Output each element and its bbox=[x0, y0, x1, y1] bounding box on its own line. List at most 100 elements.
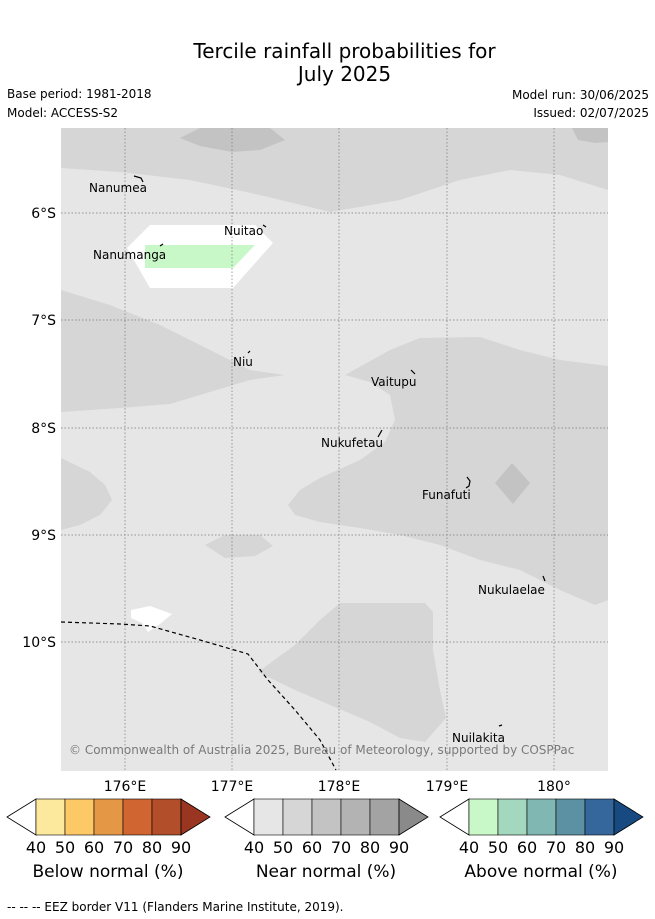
colorbar-label: 60 bbox=[302, 838, 322, 857]
latitude-ticks: 6°S 7°S 8°S 9°S 10°S bbox=[22, 206, 56, 651]
colorbar-label: 90 bbox=[604, 838, 624, 857]
lon-tick: 180° bbox=[537, 779, 571, 795]
colorbar-label: 80 bbox=[142, 838, 162, 857]
near-normal-region bbox=[205, 535, 273, 558]
colorbar-label: 80 bbox=[575, 838, 595, 857]
colorbar-near-normal: 40 50 60 70 80 90 bbox=[224, 798, 429, 857]
lat-tick: 8°S bbox=[31, 421, 56, 437]
base-period: Base period: 1981-2018 bbox=[7, 87, 152, 101]
nukufetau-island bbox=[377, 429, 383, 438]
colorbar-label: 90 bbox=[171, 838, 191, 857]
colorbar-below-normal: 40 50 60 70 80 90 bbox=[6, 798, 211, 857]
colorbar-cell bbox=[369, 798, 400, 836]
colorbar-cell bbox=[555, 798, 586, 836]
lon-tick: 177°E bbox=[211, 779, 254, 795]
no-dominant-category-region bbox=[131, 606, 172, 632]
copyright-notice: © Commonwealth of Australia 2025, Bureau… bbox=[69, 743, 574, 757]
place-label-nanumanga: Nanumanga bbox=[93, 248, 166, 262]
colorbar-cell bbox=[497, 798, 528, 836]
colorbar-cell bbox=[468, 798, 499, 836]
near-normal-region bbox=[288, 337, 608, 605]
colorbar-extension-low bbox=[439, 798, 470, 836]
map-area: Nanumea Nuitao Nanumanga Niu Vaitupu Nuk… bbox=[61, 128, 608, 771]
colorbar-title-below: Below normal (%) bbox=[32, 862, 184, 882]
map-title: Tercile rainfall probabilities for July … bbox=[0, 40, 655, 86]
colorbar-label: 70 bbox=[546, 838, 566, 857]
islands bbox=[133, 175, 546, 727]
near-normal-region bbox=[258, 603, 446, 742]
colorbar-cell bbox=[151, 798, 182, 836]
colorbar-extension-low bbox=[6, 798, 37, 836]
nukulaelae-island bbox=[542, 575, 546, 582]
nuitao-island bbox=[262, 224, 267, 228]
lon-tick: 176°E bbox=[104, 779, 147, 795]
colorbar-label: 70 bbox=[331, 838, 351, 857]
colorbar-label: 40 bbox=[244, 838, 264, 857]
funafuti-island bbox=[465, 476, 471, 489]
colorbar-label: 40 bbox=[26, 838, 46, 857]
lat-tick: 9°S bbox=[31, 528, 56, 544]
title-line-1: Tercile rainfall probabilities for bbox=[193, 39, 496, 63]
nanumanga-island bbox=[159, 243, 164, 247]
colorbar-label: 50 bbox=[488, 838, 508, 857]
graticule bbox=[61, 128, 608, 771]
lon-tick: 179°E bbox=[426, 779, 469, 795]
model-run: Model run: 30/06/2025 bbox=[511, 88, 649, 102]
near-normal-region bbox=[61, 290, 285, 412]
title-line-2: July 2025 bbox=[297, 62, 392, 86]
place-label-nuilakita: Nuilakita bbox=[452, 731, 505, 745]
colorbar-label: 60 bbox=[517, 838, 537, 857]
issued-date: Issued: 02/07/2025 bbox=[533, 106, 649, 120]
place-label-nukufetau: Nukufetau bbox=[321, 436, 383, 450]
near-normal-region bbox=[495, 463, 530, 504]
eez-border bbox=[61, 621, 337, 771]
colorbar-extension-high bbox=[398, 798, 429, 836]
longitude-ticks: 176°E 177°E 178°E 179°E 180° bbox=[104, 779, 571, 795]
colorbar-cell bbox=[526, 798, 557, 836]
place-label-vaitupu: Vaitupu bbox=[371, 375, 417, 389]
above-normal-region bbox=[145, 245, 255, 268]
colorbar-above-normal: 40 50 60 70 80 90 bbox=[439, 798, 644, 857]
lon-tick: 178°E bbox=[318, 779, 361, 795]
colorbar-cell bbox=[253, 798, 284, 836]
place-label-funafuti: Funafuti bbox=[422, 488, 471, 502]
place-label-nanumea: Nanumea bbox=[89, 181, 147, 195]
model-name: Model: ACCESS-S2 bbox=[7, 106, 119, 120]
place-label-nuitao: Nuitao bbox=[224, 224, 263, 238]
lat-tick: 7°S bbox=[31, 313, 56, 329]
near-normal-region bbox=[180, 128, 285, 152]
colorbar-label: 50 bbox=[55, 838, 75, 857]
colorbar-label: 60 bbox=[84, 838, 104, 857]
colorbar-cell bbox=[584, 798, 615, 836]
near-normal-region bbox=[61, 458, 112, 530]
nuilakita-island bbox=[498, 724, 503, 727]
colorbar-cell bbox=[64, 798, 95, 836]
lat-tick: 10°S bbox=[22, 635, 56, 651]
colorbar-label: 90 bbox=[389, 838, 409, 857]
colorbar-label: 40 bbox=[459, 838, 479, 857]
vaitupu-island bbox=[410, 369, 416, 375]
colorbar-label: 50 bbox=[273, 838, 293, 857]
colorbar-label: 80 bbox=[360, 838, 380, 857]
nanumea-island bbox=[133, 175, 144, 183]
colorbar-cell bbox=[282, 798, 313, 836]
colorbar-cell bbox=[122, 798, 153, 836]
colorbar-cell bbox=[93, 798, 124, 836]
colorbar-label: 70 bbox=[113, 838, 133, 857]
colorbar-extension-high bbox=[613, 798, 644, 836]
colorbar-extension-high bbox=[180, 798, 211, 836]
eez-footnote: -- -- -- EEZ border V11 (Flanders Marine… bbox=[7, 900, 344, 914]
colorbar-cell bbox=[340, 798, 371, 836]
colorbar-cell bbox=[35, 798, 66, 836]
colorbar-cell bbox=[311, 798, 342, 836]
near-normal-region bbox=[572, 128, 608, 143]
near-normal-region bbox=[61, 128, 608, 212]
colorbar-extension-low bbox=[224, 798, 255, 836]
colorbar-title-near: Near normal (%) bbox=[255, 862, 397, 882]
place-label-nukulaelae: Nukulaelae bbox=[478, 583, 545, 597]
lat-tick: 6°S bbox=[31, 206, 56, 222]
place-label-niu: Niu bbox=[233, 355, 253, 369]
colorbar-title-above: Above normal (%) bbox=[464, 862, 618, 882]
niu-island bbox=[247, 350, 251, 354]
